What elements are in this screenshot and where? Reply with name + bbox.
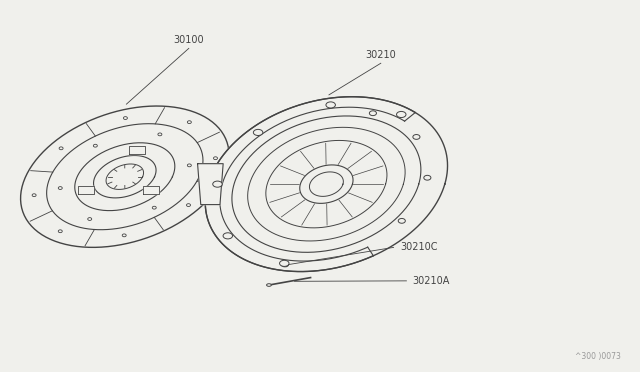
Polygon shape	[300, 165, 353, 203]
Ellipse shape	[282, 262, 289, 267]
Text: 30210C: 30210C	[400, 243, 438, 252]
Ellipse shape	[413, 135, 420, 140]
Polygon shape	[205, 97, 447, 272]
Text: ^300 )0073: ^300 )0073	[575, 352, 621, 361]
Ellipse shape	[253, 129, 263, 135]
Ellipse shape	[424, 175, 431, 180]
Text: 30210A: 30210A	[413, 276, 450, 286]
Ellipse shape	[369, 111, 376, 116]
Ellipse shape	[326, 102, 335, 108]
Ellipse shape	[212, 181, 222, 187]
Text: 30210: 30210	[365, 49, 396, 60]
Polygon shape	[78, 186, 94, 195]
Polygon shape	[20, 106, 229, 247]
Polygon shape	[106, 164, 143, 189]
Polygon shape	[129, 145, 145, 154]
Ellipse shape	[397, 112, 406, 118]
Ellipse shape	[398, 218, 405, 223]
Polygon shape	[232, 116, 421, 252]
Ellipse shape	[223, 233, 232, 239]
Polygon shape	[47, 124, 203, 230]
Polygon shape	[266, 141, 387, 228]
Text: 30100: 30100	[173, 35, 204, 45]
Ellipse shape	[280, 260, 289, 266]
Polygon shape	[198, 164, 223, 205]
Polygon shape	[143, 186, 159, 195]
Ellipse shape	[267, 284, 271, 286]
Polygon shape	[75, 143, 175, 211]
Polygon shape	[93, 155, 156, 198]
